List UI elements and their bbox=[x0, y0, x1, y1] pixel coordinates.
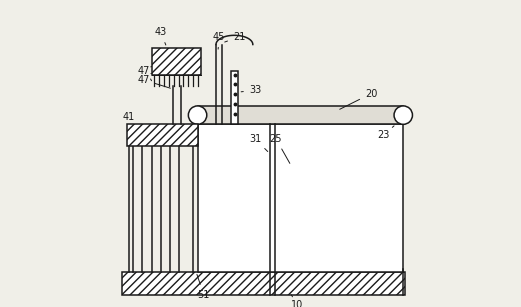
Bar bbox=[231, 71, 239, 124]
Bar bbox=[122, 272, 405, 295]
Text: 33: 33 bbox=[241, 85, 261, 95]
Text: 10: 10 bbox=[291, 295, 303, 307]
Bar bbox=[197, 106, 403, 124]
Text: 41: 41 bbox=[123, 112, 142, 134]
Text: 43: 43 bbox=[155, 27, 167, 45]
Bar bbox=[197, 124, 403, 272]
Text: 47: 47 bbox=[137, 75, 170, 88]
Text: 25: 25 bbox=[270, 134, 290, 163]
Text: 23: 23 bbox=[377, 126, 394, 140]
Bar bbox=[152, 48, 201, 75]
Text: 31: 31 bbox=[249, 134, 268, 152]
Text: 21: 21 bbox=[225, 32, 245, 42]
Bar bbox=[127, 124, 197, 146]
Text: 471: 471 bbox=[137, 66, 156, 81]
Text: 51: 51 bbox=[197, 274, 210, 300]
Text: 45: 45 bbox=[213, 32, 225, 49]
Bar bbox=[152, 48, 201, 75]
Circle shape bbox=[189, 106, 207, 124]
Bar bbox=[122, 272, 405, 295]
Circle shape bbox=[394, 106, 413, 124]
Bar bbox=[127, 124, 197, 146]
Text: 20: 20 bbox=[340, 89, 377, 109]
